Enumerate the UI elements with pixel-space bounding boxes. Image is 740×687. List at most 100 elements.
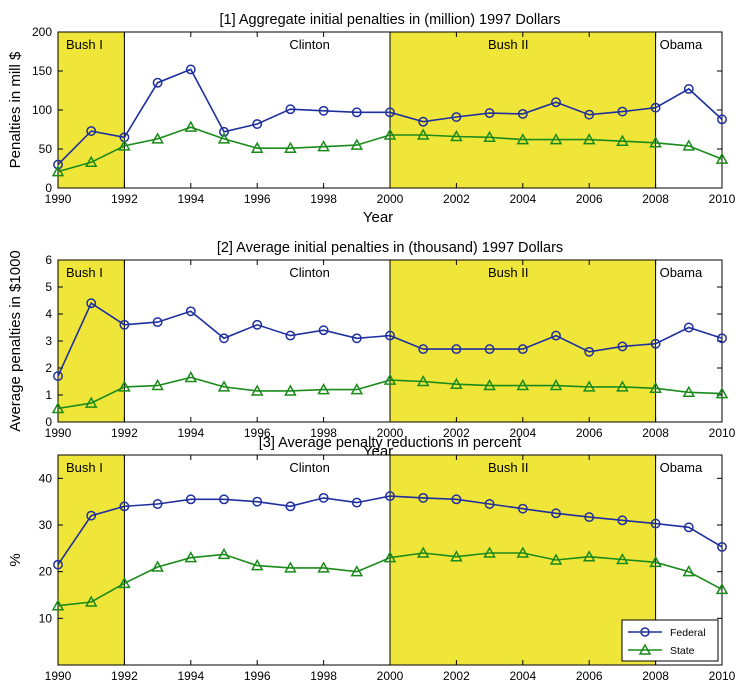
data-point-state — [118, 576, 131, 589]
data-point-federal — [119, 319, 130, 330]
legend-marker — [640, 627, 650, 637]
data-point-federal — [351, 333, 362, 344]
data-point-federal — [451, 112, 462, 122]
data-point-state — [350, 138, 364, 150]
data-point-state — [350, 565, 364, 577]
data-point-federal — [650, 518, 661, 529]
x-tick-label: 2002 — [443, 669, 470, 683]
data-point-federal — [484, 344, 495, 355]
data-point-state — [450, 129, 463, 142]
data-point-state — [184, 551, 198, 563]
y-tick-label: 30 — [39, 518, 53, 532]
data-point-federal — [683, 83, 694, 94]
data-point-federal — [53, 159, 63, 170]
data-point-state — [51, 401, 65, 414]
data-point-federal — [318, 492, 329, 503]
data-point-federal — [351, 107, 362, 118]
y-tick-label: 20 — [39, 565, 53, 579]
y-axis-label: Average penalties in $1000 — [7, 250, 24, 432]
data-point-state — [350, 383, 364, 395]
data-point-state — [582, 550, 596, 562]
y-axis-label: % — [7, 553, 24, 566]
x-tick-label: 2008 — [642, 669, 669, 683]
x-tick-label: 2004 — [509, 669, 536, 683]
x-tick-label: 2000 — [377, 669, 404, 683]
era-label: Obama — [660, 37, 703, 52]
data-point-federal — [451, 494, 462, 505]
data-point-federal — [119, 501, 130, 512]
x-tick-label: 1992 — [111, 426, 138, 440]
y-tick-label: 5 — [45, 280, 52, 294]
x-axis-label: Year — [363, 209, 393, 226]
x-tick-label: 1996 — [244, 192, 271, 206]
data-point-state — [582, 133, 596, 145]
x-tick-label: 1998 — [310, 669, 337, 683]
era-band — [389, 259, 657, 423]
data-point-federal — [650, 102, 661, 113]
data-point-federal — [418, 492, 429, 503]
data-point-state — [715, 152, 729, 164]
y-tick-label: 1 — [45, 388, 52, 402]
legend-marker — [638, 643, 652, 655]
data-point-federal — [617, 515, 628, 526]
data-point-federal — [551, 330, 561, 341]
chart-title: [1] Aggregate initial penalties in (mill… — [220, 12, 561, 28]
panel-1: Bush I Clinton Bush II Obama 1990 1992 1994 199… — [7, 12, 736, 226]
data-point-state — [516, 379, 530, 391]
data-point-federal — [484, 108, 495, 119]
data-point-federal — [683, 322, 694, 333]
x-tick-label: 2000 — [377, 426, 404, 440]
x-tick-label: 1990 — [45, 192, 72, 206]
data-point-federal — [219, 126, 229, 137]
data-point-state — [616, 552, 629, 565]
legend-label: Federal — [670, 627, 706, 639]
data-point-state — [217, 132, 231, 144]
data-point-state — [317, 140, 330, 152]
data-point-federal — [385, 107, 395, 118]
x-tick-label: 2002 — [443, 426, 470, 440]
era-label: Bush II — [488, 37, 528, 52]
data-point-federal — [219, 333, 229, 344]
series-line-state — [57, 552, 723, 607]
data-point-state — [549, 379, 563, 391]
data-point-federal — [285, 104, 296, 115]
data-point-federal — [650, 338, 661, 349]
data-point-state — [483, 379, 496, 391]
data-point-state — [217, 380, 231, 392]
data-point-state — [416, 128, 430, 140]
data-point-federal — [152, 77, 163, 88]
y-tick-label: 0 — [45, 415, 52, 429]
data-point-state — [582, 380, 596, 392]
x-tick-label: 1996 — [244, 426, 271, 440]
era-label: Clinton — [289, 460, 329, 475]
data-point-state — [284, 561, 297, 573]
data-point-federal — [385, 330, 395, 341]
data-point-federal — [584, 512, 595, 523]
y-tick-label: 0 — [45, 181, 52, 195]
data-point-federal — [285, 501, 296, 512]
data-point-federal — [517, 108, 528, 119]
era-band — [57, 259, 125, 423]
x-tick-label: 2006 — [576, 426, 603, 440]
data-point-state — [416, 374, 430, 387]
data-point-state — [84, 155, 98, 168]
data-point-state — [118, 380, 131, 392]
data-point-federal — [517, 503, 528, 514]
data-point-state — [715, 582, 729, 595]
data-point-federal — [517, 344, 528, 355]
data-point-federal — [86, 298, 97, 309]
era-label: Obama — [660, 460, 703, 475]
panel-3: Bush I Clinton Bush II Obama 1990 1992 1994 199… — [7, 435, 736, 687]
data-point-federal — [285, 330, 296, 341]
x-tick-label: 1996 — [244, 669, 271, 683]
x-tick-label: 1998 — [310, 192, 337, 206]
data-point-federal — [418, 116, 429, 127]
data-point-state — [450, 550, 463, 562]
data-point-federal — [185, 64, 196, 75]
x-tick-label: 1990 — [45, 669, 72, 683]
data-point-state — [51, 165, 65, 177]
data-point-state — [250, 559, 264, 571]
x-tick-label: 2000 — [377, 192, 404, 206]
era-band — [57, 31, 125, 189]
data-point-federal — [451, 344, 462, 355]
